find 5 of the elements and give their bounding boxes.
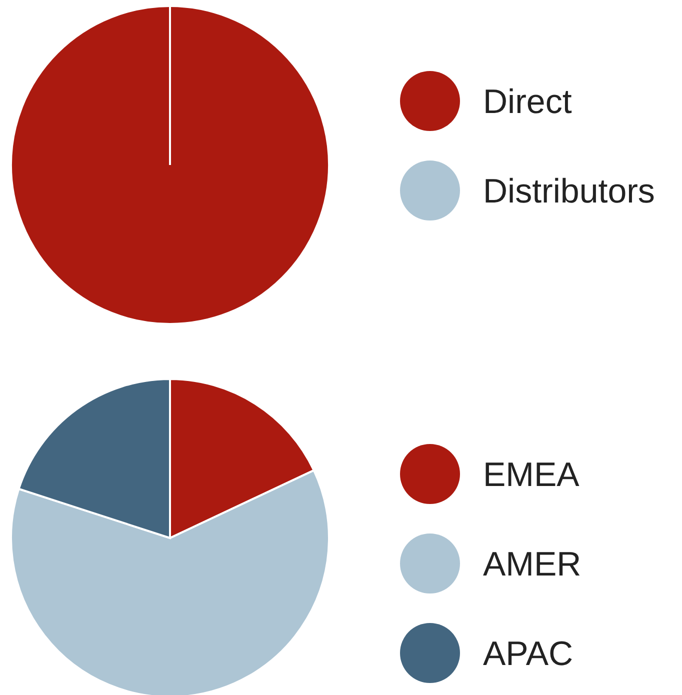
legend-label: EMEA xyxy=(483,456,580,494)
legend-label: AMER xyxy=(483,546,582,584)
legend-label: APAC xyxy=(483,635,574,673)
legend-label: Distributors xyxy=(483,172,655,210)
legend-label: Direct xyxy=(483,83,572,121)
